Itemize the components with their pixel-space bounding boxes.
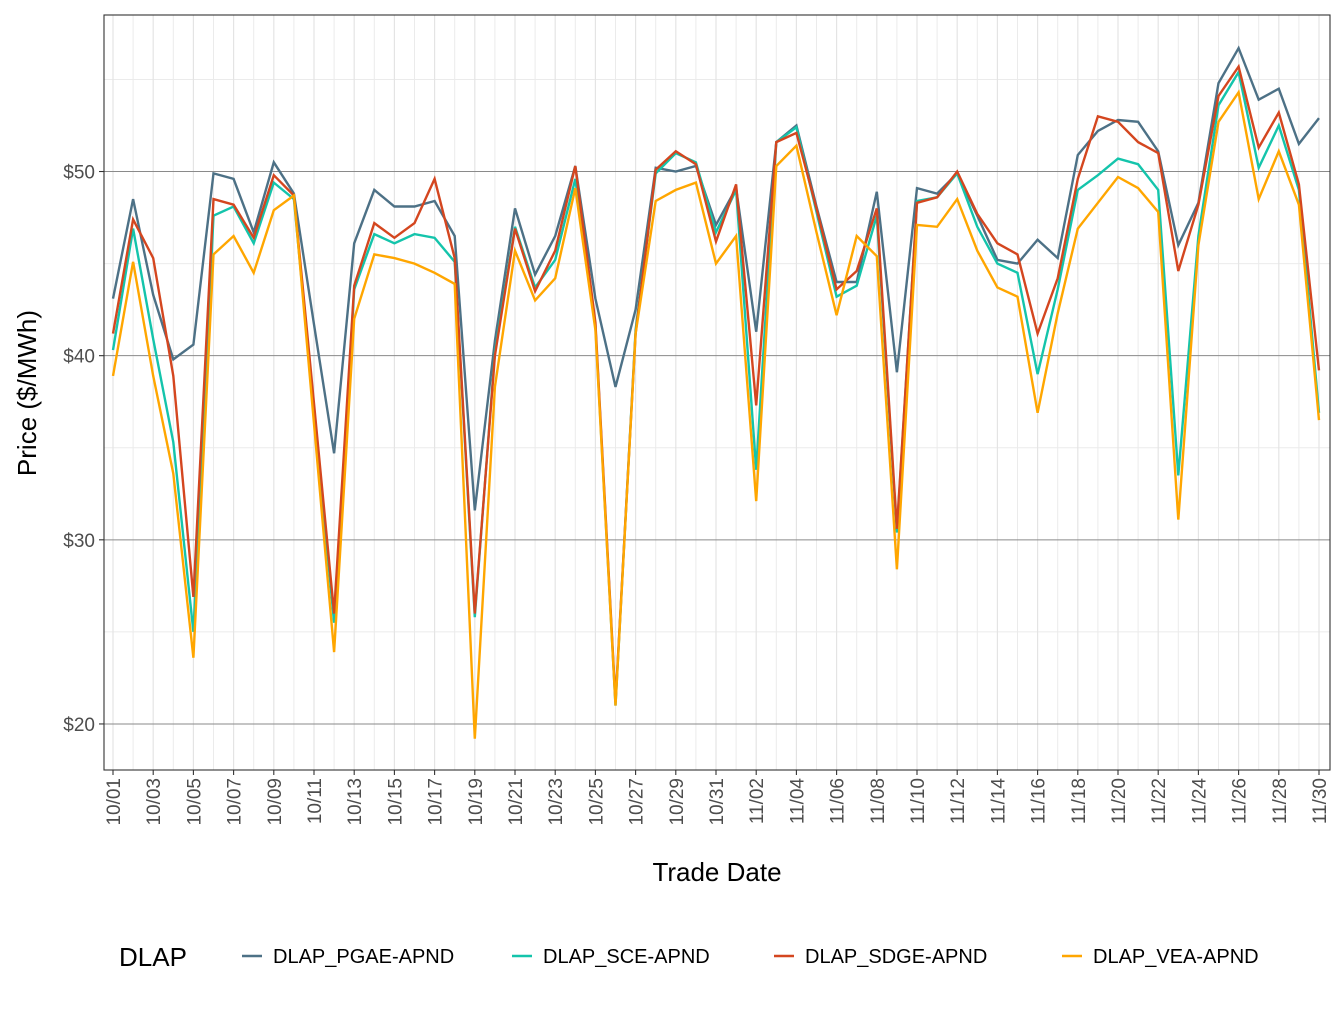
x-tick-label: 11/02 xyxy=(747,778,768,824)
x-tick-label: 10/23 xyxy=(546,778,567,826)
y-axis-title: Price ($/MWh) xyxy=(12,310,42,476)
x-tick-label: 11/16 xyxy=(1029,778,1050,824)
legend-item: DLAP_SCE-APND xyxy=(512,946,710,968)
x-tick-label: 10/15 xyxy=(385,778,406,826)
x-tick-label: 10/31 xyxy=(707,778,728,826)
legend: DLAP DLAP_PGAE-APND DLAP_SCE-APND DLAP_SDG… xyxy=(119,942,1259,972)
legend-title: DLAP xyxy=(119,942,187,972)
x-tick-label: 10/29 xyxy=(667,778,688,826)
legend-item: DLAP_PGAE-APND xyxy=(242,946,454,968)
x-tick-label: 10/25 xyxy=(586,778,607,826)
y-tick-label: $30 xyxy=(63,531,95,552)
x-tick-label: 11/24 xyxy=(1189,778,1210,825)
x-tick-label: 10/03 xyxy=(144,778,165,826)
gridlines xyxy=(104,15,1330,770)
x-tick-label: 11/12 xyxy=(948,778,969,824)
x-tick-label: 11/14 xyxy=(988,778,1009,825)
legend-label: DLAP_PGAE-APND xyxy=(273,946,454,968)
x-tick-label: 11/20 xyxy=(1109,778,1130,824)
panel-border xyxy=(103,14,1331,771)
x-axis-title: Trade Date xyxy=(652,857,781,887)
x-tick-label: 10/21 xyxy=(506,778,527,826)
x-tick-label: 11/04 xyxy=(787,778,808,825)
x-tick-label: 11/30 xyxy=(1310,778,1331,824)
x-tick-label: 10/09 xyxy=(265,778,286,826)
x-tick-label: 11/28 xyxy=(1270,778,1291,824)
x-tick-label: 11/06 xyxy=(828,778,849,824)
y-tick-label: $50 xyxy=(63,163,95,184)
x-tick-label: 11/10 xyxy=(908,778,929,824)
legend-label: DLAP_SDGE-APND xyxy=(805,946,987,968)
x-tick-label: 11/18 xyxy=(1069,778,1090,824)
y-tick-label: $40 xyxy=(63,347,95,368)
x-tick-label: 11/08 xyxy=(868,778,889,824)
x-tick-label: 10/01 xyxy=(104,778,125,826)
legend-item: DLAP_VEA-APND xyxy=(1062,946,1259,968)
x-tick-label: 10/05 xyxy=(184,778,205,826)
x-tick-label: 10/27 xyxy=(627,778,648,826)
x-axis: 10/01 10/03 10/05 10/07 10/09 10/11 10/13 10/15… xyxy=(104,770,1331,826)
series-line-dlap-vea-apnd xyxy=(111,89,1321,739)
legend-item: DLAP_SDGE-APND xyxy=(774,946,987,968)
x-tick-label: 10/07 xyxy=(225,778,246,826)
x-tick-label: 10/11 xyxy=(305,778,326,824)
x-tick-label: 10/19 xyxy=(466,778,487,826)
x-tick-label: 11/22 xyxy=(1149,778,1170,824)
series-line-dlap-pgae-apnd xyxy=(111,45,1320,511)
y-axis: $20 $30 $40 $50 xyxy=(63,163,104,736)
x-tick-label: 11/26 xyxy=(1230,778,1251,824)
y-tick-label: $20 xyxy=(63,715,95,736)
x-tick-label: 10/13 xyxy=(345,778,366,826)
series-lines xyxy=(111,45,1321,739)
legend-label: DLAP_SCE-APND xyxy=(543,946,710,968)
x-tick-label: 10/17 xyxy=(426,778,447,826)
legend-label: DLAP_VEA-APND xyxy=(1093,946,1259,968)
series-line-dlap-sdge-apnd xyxy=(111,63,1321,702)
